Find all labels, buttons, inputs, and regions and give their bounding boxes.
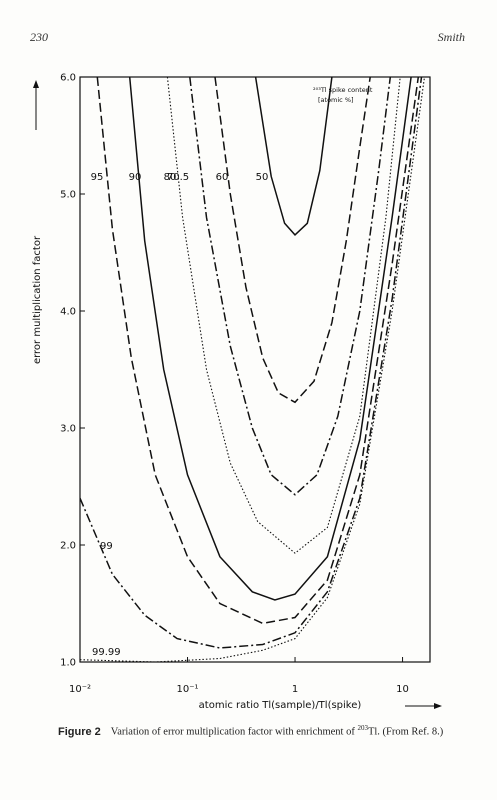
curve [80,77,423,649]
curve [189,77,392,496]
curve-label: 60 [216,172,229,183]
caption-label: Figure 2 [58,725,101,738]
curve [128,77,412,601]
caption-text: Tl. (From Ref. 8.) [367,726,444,738]
x-tick-label: 10 [396,684,409,695]
curve [214,77,371,404]
y-tick-label: 6.0 [60,73,76,84]
curve-label: 90 [129,172,142,183]
curves [80,77,426,662]
annotation: ²⁰³Tl spike content [313,86,373,94]
y-tick-label: 4.0 [60,307,76,318]
curve-label: 50 [256,172,269,183]
y-axis-label: error multiplication factor [32,235,43,364]
y-tick-label: 2.0 [60,541,76,552]
chart: error multiplication factor atomic ratio… [32,73,442,711]
curve-label: 99.99 [92,647,121,658]
y-tick-label: 3.0 [60,424,76,435]
y-tick-label: 5.0 [60,190,76,201]
curve [166,77,401,554]
caption-sup: 203 [357,724,368,732]
curve [80,77,426,662]
plot-frame [79,76,431,663]
axis-arrow-head [434,703,442,709]
curve [96,77,420,625]
annotation: [atomic %] [318,96,354,104]
curve-label: 95 [91,172,104,183]
caption: Figure 2 Variation of error multiplicatio… [58,724,488,738]
curve-label: 80 [164,172,177,183]
y-tick-label: 1.0 [60,658,76,669]
curve [254,77,333,236]
x-axis-label: atomic ratio Tl(sample)/Tl(spike) [199,700,362,711]
curve-label: 99 [100,541,113,552]
x-tick-label: 10⁻² [69,684,91,695]
axis-arrow-head [33,80,39,88]
x-tick-label: 1 [292,684,298,695]
running-head: Smith [437,30,465,44]
x-tick-label: 10⁻¹ [177,684,199,695]
page-number: 230 [30,30,48,44]
curve-label: 70.5 [167,172,189,183]
caption-text: Variation of error multiplication factor… [110,726,358,738]
